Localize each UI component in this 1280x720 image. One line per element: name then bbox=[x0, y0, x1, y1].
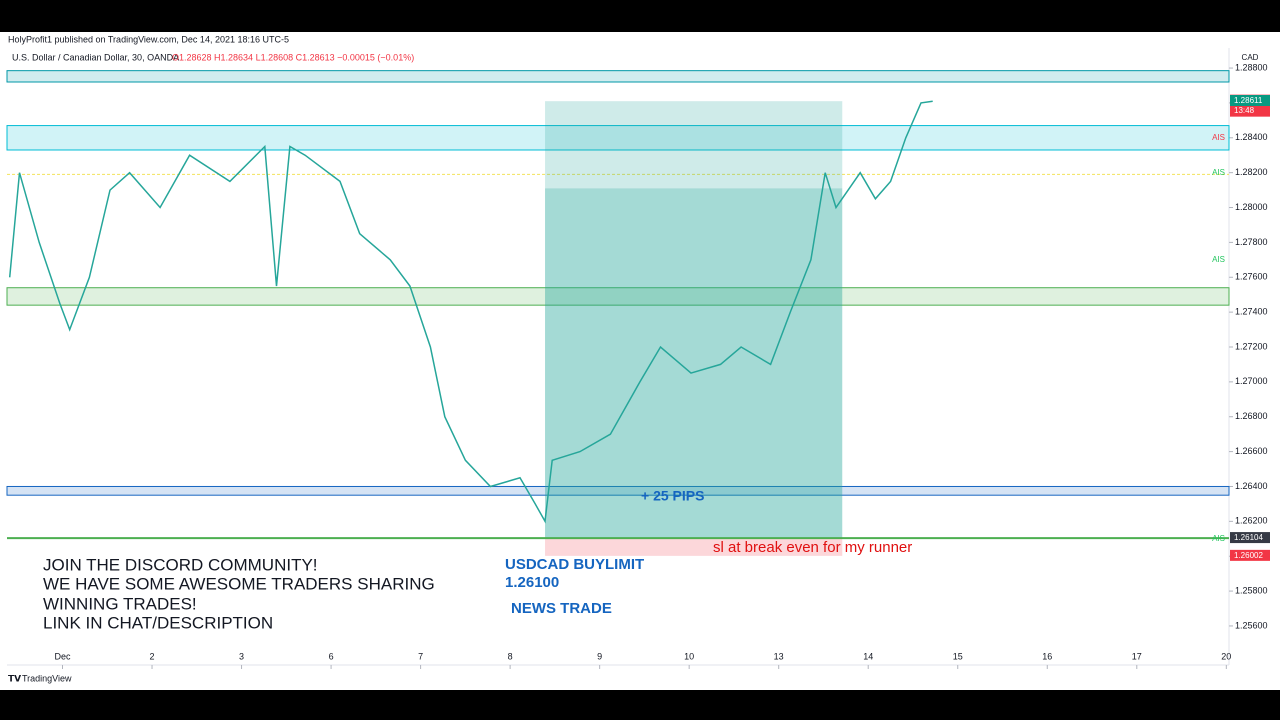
price-tag bbox=[1230, 95, 1270, 107]
target-zone bbox=[545, 101, 843, 189]
logo: 𝗧𝗩 bbox=[8, 673, 21, 683]
symbol: U.S. Dollar / Canadian Dollar, 30, OANDA bbox=[12, 52, 179, 62]
y-tick-label: 1.26200 bbox=[1235, 516, 1268, 526]
order-price: 1.26100 bbox=[505, 574, 559, 591]
price-tag-label: 1.28611 bbox=[1234, 96, 1263, 105]
price-tag-label: 1.26104 bbox=[1234, 533, 1263, 542]
x-tick-label: 17 bbox=[1132, 651, 1142, 661]
y-tick-label: 1.28400 bbox=[1235, 132, 1268, 142]
x-tick-label: 13 bbox=[774, 651, 784, 661]
price-tag-sub: 13:48 bbox=[1234, 106, 1255, 115]
price-tag bbox=[1230, 532, 1270, 544]
y-tick-label: 1.27200 bbox=[1235, 341, 1268, 351]
x-tick-label: 15 bbox=[953, 651, 963, 661]
canvas bbox=[0, 32, 1280, 690]
currency: CAD bbox=[1242, 53, 1259, 62]
x-tick-label: 3 bbox=[239, 651, 244, 661]
x-tick-label: Dec bbox=[54, 651, 71, 661]
price-line bbox=[8, 100, 933, 524]
x-tick-label: 14 bbox=[863, 651, 873, 661]
level-label: AIS bbox=[1212, 534, 1225, 543]
x-tick-label: 6 bbox=[329, 651, 334, 661]
plot: 1.288001.286001.284001.282001.280001.278… bbox=[6, 62, 1270, 669]
x-tick-label: 16 bbox=[1042, 651, 1052, 661]
y-tick-label: 1.27000 bbox=[1235, 376, 1268, 386]
zone bbox=[6, 70, 1230, 83]
x-tick-label: 8 bbox=[508, 651, 513, 661]
y-tick-label: 1.28200 bbox=[1235, 167, 1268, 177]
x-tick-label: 7 bbox=[418, 651, 423, 661]
price-tag bbox=[1230, 549, 1270, 561]
pips-label: + 25 PIPS bbox=[641, 488, 704, 504]
news-label: NEWS TRADE bbox=[511, 600, 612, 617]
order-label: USDCAD BUYLIMIT bbox=[505, 556, 644, 573]
publisher: HolyProfit1 published on TradingView.com… bbox=[8, 34, 289, 44]
y-tick-label: 1.27600 bbox=[1235, 272, 1268, 282]
stop-zone bbox=[545, 538, 843, 556]
ohlc: O1.28628 H1.28634 L1.28608 C1.28613 −0.0… bbox=[172, 52, 414, 62]
x-tick-label: 20 bbox=[1221, 651, 1231, 661]
y-tick-label: 1.26800 bbox=[1235, 411, 1268, 421]
x-tick-label: 10 bbox=[684, 651, 694, 661]
price-tag-label: 1.26002 bbox=[1234, 551, 1263, 560]
level-label: AIS bbox=[1212, 255, 1225, 264]
sl-label: sl at break even for my runner bbox=[713, 539, 912, 556]
y-tick-label: 1.28000 bbox=[1235, 202, 1268, 212]
y-tick-label: 1.28800 bbox=[1235, 62, 1268, 72]
y-tick-label: 1.26600 bbox=[1235, 446, 1268, 456]
promo-line: LINK IN CHAT/DESCRIPTION bbox=[43, 613, 273, 632]
zone bbox=[6, 485, 1230, 496]
zone bbox=[6, 125, 1230, 151]
x-tick-label: 9 bbox=[597, 651, 602, 661]
zone bbox=[6, 287, 1230, 306]
y-tick-label: 1.27400 bbox=[1235, 307, 1268, 317]
y-tick-label: 1.27800 bbox=[1235, 237, 1268, 247]
y-tick-label: 1.25800 bbox=[1235, 585, 1268, 595]
level-label: AIS bbox=[1212, 168, 1225, 177]
promo-line: WE HAVE SOME AWESOME TRADERS SHARING bbox=[43, 574, 435, 593]
level-label: AIS bbox=[1212, 133, 1225, 142]
brand: TradingView bbox=[22, 673, 72, 683]
x-tick-label: 2 bbox=[150, 651, 155, 661]
y-tick-label: 1.25600 bbox=[1235, 620, 1268, 630]
y-tick-label: 1.26400 bbox=[1235, 481, 1268, 491]
promo-line: WINNING TRADES! bbox=[43, 594, 197, 613]
promo-line: JOIN THE DISCORD COMMUNITY! bbox=[43, 555, 318, 574]
profit-zone bbox=[545, 188, 843, 539]
